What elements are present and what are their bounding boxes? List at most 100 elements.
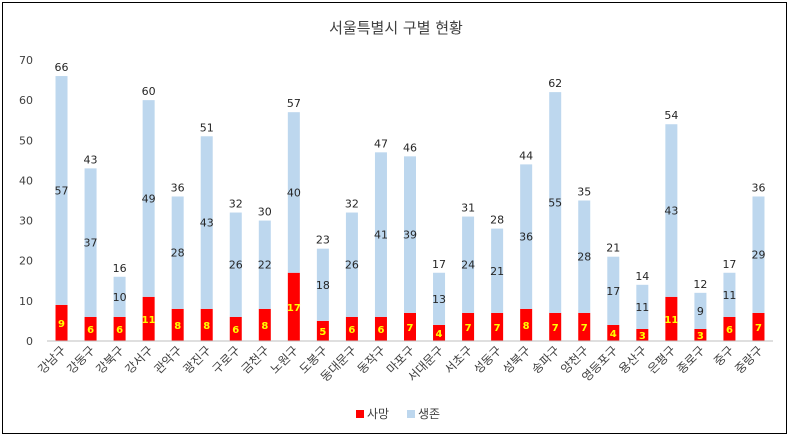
- survivor-value-label: 26: [345, 259, 359, 272]
- total-value-label: 51: [200, 121, 214, 134]
- bar-survivor-강남구: [55, 76, 68, 305]
- bar-death-용산구: [636, 328, 649, 341]
- bar-death-성북구: [520, 308, 533, 341]
- death-value-label: 7: [465, 323, 472, 334]
- bar-death-동대문구: [345, 316, 358, 341]
- bar-death-종로구: [694, 328, 707, 341]
- survivor-value-label: 9: [697, 305, 704, 318]
- total-value-label: 44: [519, 149, 533, 162]
- bar-survivor-노원구: [287, 112, 300, 273]
- total-value-label: 30: [258, 206, 272, 219]
- total-value-label: 23: [316, 234, 330, 247]
- bar-death-송파구: [549, 312, 562, 341]
- survivor-value-label: 36: [519, 231, 533, 244]
- bar-death-마포구: [404, 312, 416, 341]
- x-tick-label: 구로구: [210, 343, 243, 376]
- bar-death-강동구: [84, 316, 97, 341]
- legend-swatch: [407, 410, 415, 418]
- bar-death-양천구: [578, 312, 591, 341]
- survivor-value-label: 26: [229, 259, 243, 272]
- bar-death-금천구: [258, 308, 271, 341]
- total-value-label: 32: [345, 198, 359, 211]
- y-tick-label: 50: [19, 134, 33, 147]
- death-value-label: 8: [174, 321, 181, 332]
- survivor-value-label: 57: [55, 184, 69, 197]
- survivor-value-label: 28: [171, 247, 185, 260]
- bar-survivor-구로구: [229, 212, 242, 317]
- x-tick-label: 용산구: [616, 343, 649, 376]
- bar-survivor-강서구: [142, 100, 155, 297]
- bar-survivor-송파구: [549, 92, 562, 313]
- bar-survivor-영등포구: [607, 256, 620, 325]
- death-value-label: 6: [348, 325, 355, 336]
- x-tick-label: 성동구: [471, 343, 504, 376]
- survivor-value-label: 13: [432, 293, 446, 306]
- bar-death-강북구: [113, 316, 126, 341]
- y-tick-label: 70: [19, 54, 33, 67]
- legend-label: 생존: [418, 407, 440, 421]
- total-value-label: 62: [548, 77, 562, 90]
- x-tick-label: 은평구: [645, 343, 678, 376]
- bar-death-관악구: [171, 308, 184, 341]
- x-tick-label: 광진구: [181, 343, 214, 376]
- bar-survivor-동작구: [374, 152, 387, 317]
- death-value-label: 4: [436, 329, 443, 340]
- bar-death-구로구: [229, 316, 242, 341]
- bar-death-동작구: [374, 316, 387, 341]
- bar-death-중랑구: [752, 312, 765, 341]
- death-value-label: 3: [639, 331, 646, 342]
- death-value-label: 6: [377, 325, 384, 336]
- bar-survivor-서초구: [462, 216, 475, 313]
- survivor-value-label: 21: [490, 265, 504, 278]
- bar-death-영등포구: [607, 324, 620, 341]
- total-value-label: 14: [635, 270, 649, 283]
- bar-survivor-종로구: [694, 292, 707, 329]
- bar-death-강남구: [55, 304, 68, 341]
- bar-survivor-광진구: [200, 136, 213, 309]
- survivor-value-label: 28: [577, 251, 591, 264]
- survivor-value-label: 22: [258, 259, 272, 272]
- bar-survivor-용산구: [636, 284, 649, 329]
- y-tick-label: 10: [19, 295, 33, 308]
- x-tick-label: 강남구: [35, 343, 68, 376]
- survivor-value-label: 11: [635, 301, 649, 314]
- x-tick-label: 송파구: [529, 343, 562, 376]
- legend: 사망 생존: [356, 407, 440, 421]
- death-value-label: 6: [87, 325, 94, 336]
- death-value-label: 7: [755, 323, 762, 334]
- bar-survivor-은평구: [665, 124, 678, 297]
- total-value-label: 46: [403, 141, 417, 154]
- survivor-value-label: 29: [751, 249, 765, 262]
- total-value-label: 21: [606, 242, 620, 255]
- bar-survivor-도봉구: [316, 248, 329, 321]
- survivor-value-label: 39: [403, 229, 417, 242]
- total-value-label: 60: [142, 85, 156, 98]
- bar-survivor-중구: [723, 272, 736, 317]
- survivor-value-label: 40: [287, 186, 301, 199]
- survivor-value-label: 43: [200, 217, 214, 230]
- bar-death-중구: [723, 316, 736, 341]
- survivor-value-label: 24: [461, 259, 475, 272]
- death-value-label: 3: [697, 331, 704, 342]
- survivor-value-label: 17: [606, 285, 620, 298]
- bar-survivor-동대문구: [345, 212, 358, 317]
- total-value-label: 35: [577, 186, 591, 199]
- chart-frame: 서울특별시 구별 현황 0 10 20 30 40 50 60 70 9 57 66 6 37 43 6 1…: [2, 2, 787, 434]
- total-value-label: 54: [664, 109, 678, 122]
- x-tick-label: 강서구: [122, 343, 155, 376]
- bar-death-광진구: [200, 308, 213, 341]
- total-value-label: 36: [751, 181, 765, 194]
- bar-survivor-성북구: [520, 164, 533, 309]
- survivor-value-label: 41: [374, 229, 388, 242]
- death-value-label: 4: [610, 329, 617, 340]
- survivor-value-label: 49: [142, 192, 156, 205]
- death-value-label: 7: [552, 323, 559, 334]
- x-tick-label: 서초구: [442, 343, 475, 376]
- death-value-label: 7: [494, 323, 501, 334]
- x-tick-label: 노원구: [268, 343, 301, 376]
- death-value-label: 5: [319, 327, 326, 338]
- survivor-value-label: 37: [84, 237, 98, 250]
- bar-survivor-금천구: [258, 220, 271, 309]
- bars: [55, 76, 765, 341]
